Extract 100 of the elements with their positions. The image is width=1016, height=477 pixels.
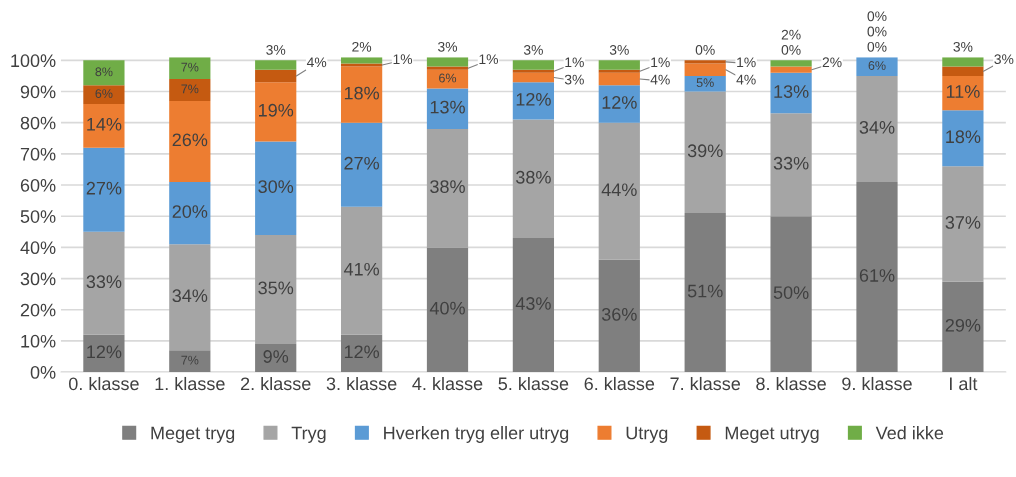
bar bbox=[255, 141, 297, 235]
data-label: 4% bbox=[306, 57, 327, 68]
bar bbox=[340, 63, 383, 67]
data-label: 20% bbox=[172, 205, 208, 218]
bar bbox=[942, 75, 984, 111]
x-tick-label: 7. klasse bbox=[670, 376, 741, 391]
y-tick-label: 50% bbox=[20, 210, 56, 223]
bar bbox=[169, 57, 211, 80]
data-label: 34% bbox=[172, 289, 208, 303]
data-label: 3% bbox=[609, 45, 629, 55]
bar bbox=[169, 350, 211, 373]
y-tick-label: 0% bbox=[30, 365, 56, 379]
data-label: 6% bbox=[95, 89, 113, 98]
data-label: 0% bbox=[867, 41, 887, 52]
y-tick-label: 20% bbox=[20, 303, 56, 317]
bar bbox=[83, 85, 125, 104]
bar bbox=[598, 85, 640, 123]
legend-label: Tryg bbox=[291, 426, 326, 443]
bar bbox=[684, 75, 726, 92]
data-label: 2% bbox=[781, 29, 801, 40]
data-label: 2% bbox=[352, 41, 372, 52]
x-tick-label: I alt bbox=[950, 376, 978, 391]
bar bbox=[255, 60, 297, 70]
bar bbox=[942, 57, 984, 67]
bar bbox=[340, 122, 383, 207]
x-tick-label: 4. klasse bbox=[412, 376, 483, 391]
data-label: 3% bbox=[564, 74, 584, 85]
data-label: 9% bbox=[263, 350, 289, 363]
data-label: 33% bbox=[773, 156, 809, 170]
bar bbox=[512, 82, 555, 120]
y-tick-label: 60% bbox=[20, 178, 56, 192]
data-label: 1% bbox=[651, 57, 670, 68]
data-label: 40% bbox=[429, 301, 465, 315]
data-label: 36% bbox=[601, 308, 637, 321]
data-label: 13% bbox=[430, 100, 465, 114]
data-label: 18% bbox=[946, 130, 981, 144]
bar bbox=[512, 119, 555, 239]
data-label: 6% bbox=[868, 61, 886, 70]
bar bbox=[512, 60, 555, 70]
legend-label: Hverken tryg eller utryg bbox=[384, 426, 569, 443]
data-label: 27% bbox=[344, 156, 380, 170]
bar bbox=[856, 57, 898, 76]
bar bbox=[598, 122, 640, 260]
data-label: 50% bbox=[773, 286, 809, 299]
data-label: 14% bbox=[87, 117, 122, 131]
data-label: 1% bbox=[393, 54, 413, 65]
bar bbox=[856, 75, 898, 182]
x-tick-label: 2. klasse bbox=[240, 376, 311, 391]
data-label: 12% bbox=[344, 345, 380, 359]
y-tick-label: 30% bbox=[20, 272, 56, 286]
bar bbox=[598, 72, 640, 86]
bar bbox=[255, 234, 297, 345]
data-label: 26% bbox=[172, 133, 208, 147]
data-label: 7% bbox=[181, 62, 199, 72]
data-label: 27% bbox=[86, 181, 122, 195]
bar bbox=[169, 181, 211, 245]
data-label: 12% bbox=[516, 92, 551, 106]
data-label: 7% bbox=[181, 84, 199, 94]
bar bbox=[598, 69, 640, 73]
bar bbox=[83, 334, 125, 373]
data-label: 38% bbox=[430, 180, 465, 193]
bar bbox=[512, 69, 555, 73]
bar bbox=[255, 82, 297, 142]
bar bbox=[512, 238, 555, 373]
y-tick-label: 10% bbox=[21, 334, 56, 348]
bar bbox=[856, 181, 898, 373]
x-tick-label: 8. klasse bbox=[756, 376, 826, 391]
bar bbox=[255, 344, 297, 373]
bar bbox=[340, 334, 383, 373]
x-tick-label: 5. klasse bbox=[498, 376, 569, 391]
bar bbox=[426, 128, 469, 248]
data-label: 0% bbox=[781, 45, 801, 55]
bar bbox=[426, 247, 469, 373]
data-label: 0% bbox=[867, 11, 887, 22]
bar bbox=[83, 104, 125, 148]
bar bbox=[426, 66, 469, 70]
bar bbox=[426, 88, 469, 129]
bar bbox=[340, 206, 383, 335]
bar bbox=[770, 216, 812, 373]
bar bbox=[770, 66, 812, 73]
data-label: 0% bbox=[695, 45, 715, 55]
data-label: 8% bbox=[95, 67, 113, 77]
data-label: 61% bbox=[859, 269, 895, 282]
data-label: 0% bbox=[867, 26, 887, 37]
data-label: 43% bbox=[515, 297, 551, 310]
data-label: 35% bbox=[258, 281, 294, 295]
data-label: 19% bbox=[259, 103, 294, 117]
data-label: 3% bbox=[523, 45, 543, 55]
bar bbox=[169, 79, 211, 101]
data-label: 3% bbox=[437, 41, 458, 52]
x-tick-label: 0. klasse bbox=[68, 376, 139, 391]
legend-label: Meget tryg bbox=[151, 426, 235, 443]
bar bbox=[684, 60, 726, 64]
bar bbox=[684, 213, 726, 373]
bar bbox=[169, 100, 211, 182]
data-label: 38% bbox=[516, 170, 551, 184]
x-tick-label: 1. klasse bbox=[155, 376, 225, 391]
data-label: 3% bbox=[266, 45, 286, 55]
bar bbox=[598, 259, 640, 373]
bar bbox=[340, 66, 383, 123]
